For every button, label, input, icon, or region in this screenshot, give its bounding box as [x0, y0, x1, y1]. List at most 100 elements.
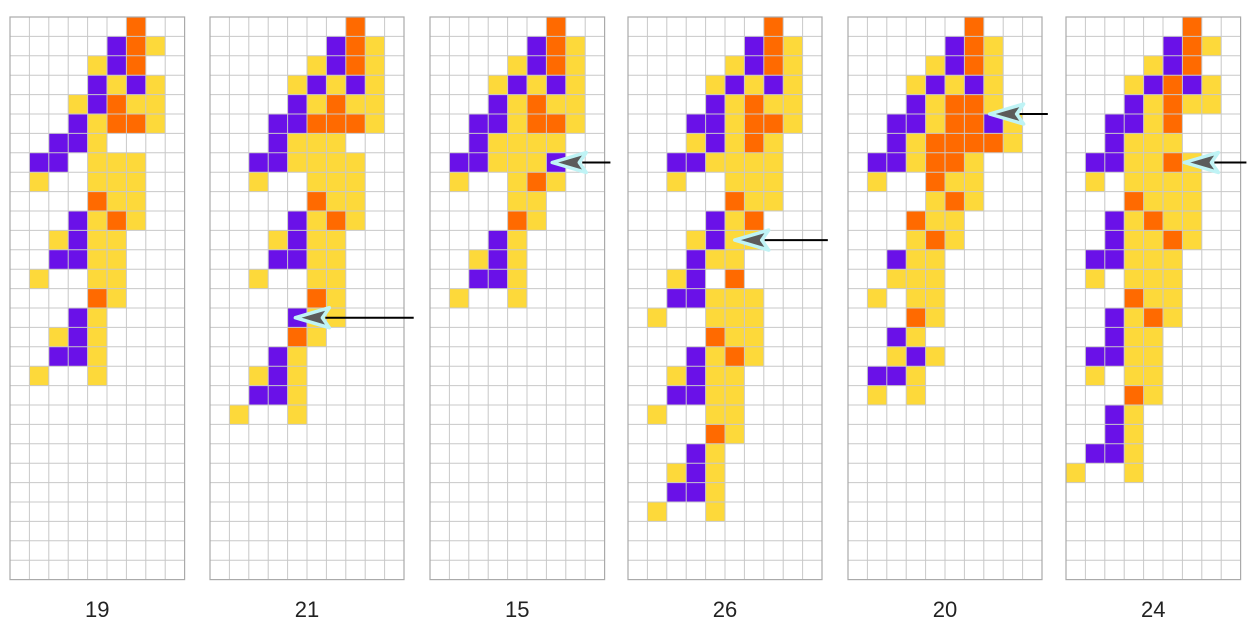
grid-cell-yellow [1143, 55, 1163, 76]
grid-cell-yellow [145, 75, 166, 95]
grid-cell-purple [468, 152, 489, 173]
panel-15: 15 [429, 16, 611, 622]
grid-cell-yellow [666, 366, 687, 386]
grid-cell-yellow [107, 191, 127, 211]
grid-cell-yellow [1066, 463, 1086, 483]
grid-cell-purple [1104, 114, 1125, 134]
grid-cell-yellow [725, 308, 745, 328]
grid-cell-yellow [248, 366, 269, 386]
grid-cell-orange [1124, 385, 1144, 405]
grid-cell-yellow [925, 114, 945, 134]
grid-cell-yellow [307, 249, 327, 270]
grid-cell-yellow [925, 55, 945, 76]
grid-cell-purple [1104, 308, 1125, 328]
grid-cell-purple [449, 152, 469, 173]
grid-cell-yellow [1124, 366, 1144, 386]
grid-cell-yellow [1163, 172, 1183, 192]
panel-cells [449, 17, 586, 308]
grid-cell-orange [287, 327, 307, 347]
grid-cell-purple [867, 152, 887, 173]
grid-cell-purple [468, 114, 489, 134]
grid-cell-yellow [763, 191, 784, 211]
grid-cell-yellow [507, 55, 527, 76]
grid-cell-orange [345, 36, 366, 56]
grid-cell-purple [686, 288, 706, 308]
grid-cell-yellow [345, 152, 366, 173]
grid-cell-yellow [1143, 385, 1163, 405]
grid-cell-yellow [1143, 94, 1163, 114]
grid-cell-yellow [468, 249, 489, 270]
grid-cell-yellow [1143, 346, 1163, 367]
grid-cell-purple [1124, 114, 1144, 134]
grid-cell-purple [1163, 36, 1183, 56]
grid-cell-yellow [906, 152, 926, 173]
panel-border [1065, 16, 1242, 581]
grid-cell-yellow [705, 288, 725, 308]
grid-cell-yellow [1182, 191, 1202, 211]
grid-cell-yellow [307, 133, 327, 153]
pointer-arrow-icon [987, 102, 1048, 126]
grid-cell-yellow [744, 346, 764, 367]
panel-cells [1066, 17, 1222, 483]
panel-border [847, 16, 1043, 581]
grid-cell-orange [107, 94, 127, 114]
grid-cell-yellow [107, 172, 127, 192]
panel-label: 26 [713, 597, 737, 622]
grid-cell-yellow [1182, 172, 1202, 192]
grid-cell-yellow [287, 385, 307, 405]
grid-cell-yellow [1003, 133, 1023, 153]
grid-cell-purple [29, 152, 49, 173]
grid-cell-yellow [705, 152, 725, 173]
grid-cell-yellow [647, 502, 667, 522]
grid-cell-yellow [1124, 152, 1144, 173]
grid-cell-purple [126, 75, 146, 95]
grid-cell-yellow [365, 75, 385, 95]
panel-cells [229, 17, 385, 425]
grid-cell-yellow [107, 75, 127, 95]
grid-cell-yellow [87, 230, 107, 250]
grid-cell-yellow [705, 463, 725, 483]
grid-cell-yellow [87, 133, 107, 153]
grid-cell-purple [507, 75, 527, 95]
grid-cell-orange [307, 114, 327, 134]
grid-cell-purple [1143, 75, 1163, 95]
grid-cell-yellow [1163, 211, 1183, 231]
grid-cell-orange [527, 172, 547, 192]
grid-cell-yellow [783, 75, 803, 95]
grid-cell-yellow [705, 249, 725, 270]
grid-cell-orange [546, 36, 566, 56]
grid-cell-purple [287, 230, 307, 250]
panel-grid-lines [848, 17, 1042, 580]
panel-border [9, 16, 186, 581]
grid-cell-orange [906, 211, 926, 231]
panel-border [627, 16, 823, 581]
grid-cell-purple [925, 75, 945, 95]
grid-cell-yellow [345, 191, 366, 211]
grid-cell-yellow [527, 75, 547, 95]
grid-cell-yellow [326, 269, 346, 289]
grid-cell-purple [488, 114, 508, 134]
grid-cell-purple [107, 36, 127, 56]
panel-label: 24 [1141, 597, 1165, 622]
grid-cell-yellow [326, 172, 346, 192]
grid-cell-orange [925, 230, 945, 250]
grid-cell-orange [1163, 75, 1183, 95]
arrow-head [1182, 150, 1221, 175]
grid-cell-yellow [925, 94, 945, 114]
grid-cell-yellow [906, 385, 926, 405]
grid-cell-orange [126, 55, 146, 76]
grid-cell-orange [925, 152, 945, 173]
grid-cell-yellow [287, 366, 307, 386]
grid-cell-orange [705, 327, 725, 347]
grid-cell-yellow [87, 172, 107, 192]
grid-cell-yellow [87, 114, 107, 134]
grid-cell-yellow [546, 133, 566, 153]
grid-cell-purple [488, 230, 508, 250]
grid-cell-yellow [705, 346, 725, 367]
grid-cell-yellow [546, 172, 566, 192]
grid-cell-yellow [1143, 366, 1163, 386]
grid-cell-orange [945, 133, 965, 153]
grid-cell-purple [886, 114, 907, 134]
grid-cell-yellow [1124, 249, 1144, 270]
grid-cell-purple [945, 55, 965, 76]
